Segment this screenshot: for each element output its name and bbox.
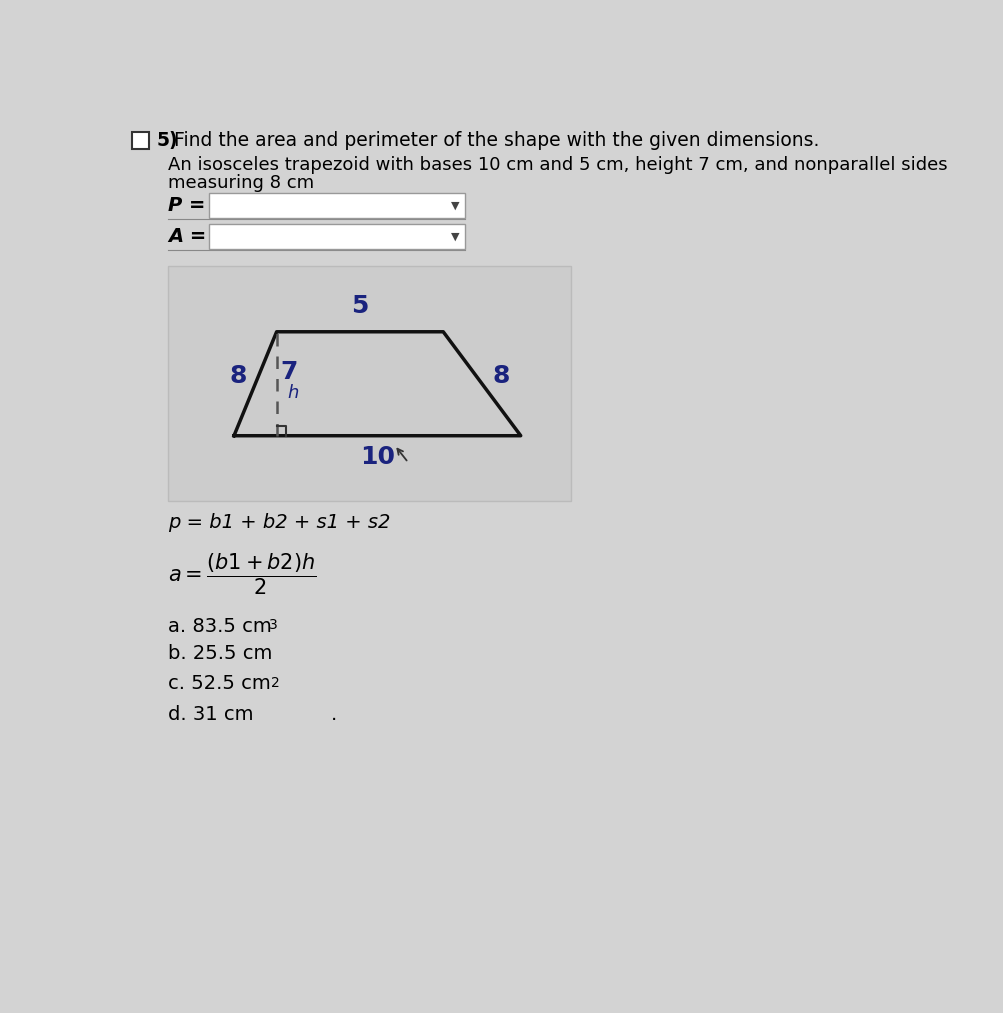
Text: a. 83.5 cm: a. 83.5 cm — [168, 617, 272, 636]
Bar — [131, 132, 148, 149]
Text: .: . — [331, 705, 337, 724]
Text: ▼: ▼ — [451, 201, 459, 211]
Text: 8: 8 — [492, 364, 510, 388]
Text: 5): 5) — [156, 131, 178, 150]
Bar — [168, 266, 571, 501]
Text: b. 25.5 cm: b. 25.5 cm — [168, 643, 272, 663]
Text: c. 52.5 cm: c. 52.5 cm — [168, 675, 271, 694]
Text: 10: 10 — [359, 445, 394, 469]
Text: $\mathit{a} = \dfrac{(b1 + b2)h}{2}$: $\mathit{a} = \dfrac{(b1 + b2)h}{2}$ — [168, 551, 316, 597]
Text: measuring 8 cm: measuring 8 cm — [168, 174, 314, 192]
Text: d. 31 cm: d. 31 cm — [168, 705, 254, 724]
Text: 3: 3 — [269, 618, 278, 632]
Text: Find the area and perimeter of the shape with the given dimensions.: Find the area and perimeter of the shape… — [174, 131, 818, 150]
Text: 5: 5 — [351, 294, 368, 318]
Text: A =: A = — [168, 227, 207, 246]
Bar — [209, 224, 464, 248]
Text: P =: P = — [168, 196, 206, 215]
Text: 2: 2 — [271, 676, 280, 690]
Bar — [209, 193, 464, 218]
Text: ▼: ▼ — [451, 231, 459, 241]
Text: An isosceles trapezoid with bases 10 cm and 5 cm, height 7 cm, and nonparallel s: An isosceles trapezoid with bases 10 cm … — [168, 156, 947, 173]
Text: p = b1 + b2 + s1 + s2: p = b1 + b2 + s1 + s2 — [168, 513, 390, 532]
Text: 8: 8 — [230, 364, 247, 388]
Text: 7: 7 — [280, 361, 298, 384]
Text: h: h — [287, 384, 299, 402]
